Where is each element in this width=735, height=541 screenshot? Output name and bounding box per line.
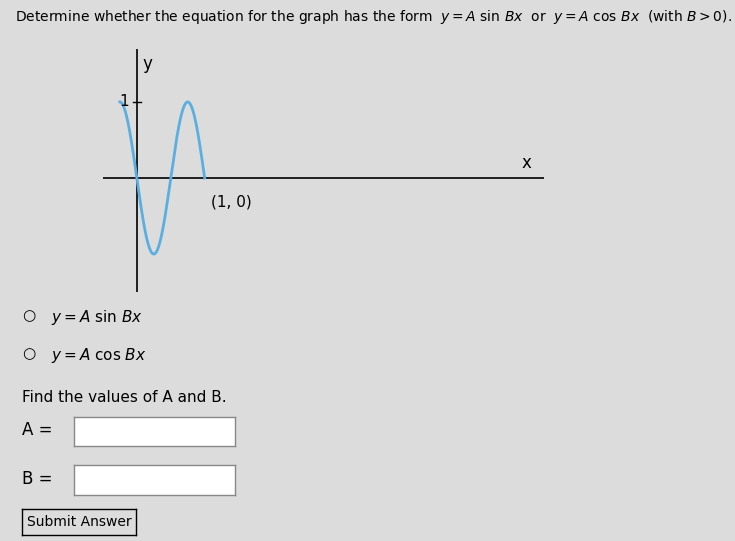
- Text: ○: ○: [22, 346, 35, 361]
- Text: y: y: [143, 55, 152, 73]
- Text: 1: 1: [119, 95, 129, 109]
- Text: (1, 0): (1, 0): [212, 195, 252, 210]
- Text: Submit Answer: Submit Answer: [26, 514, 132, 529]
- Text: x: x: [522, 154, 531, 172]
- Text: ○: ○: [22, 308, 35, 324]
- Text: A =: A =: [22, 421, 52, 439]
- Text: B =: B =: [22, 470, 52, 488]
- Text: Determine whether the equation for the graph has the form  $y = A$ sin $Bx$  or : Determine whether the equation for the g…: [15, 8, 731, 26]
- Text: $y = A$ cos $Bx$: $y = A$ cos $Bx$: [51, 346, 147, 365]
- Text: $y = A$ sin $Bx$: $y = A$ sin $Bx$: [51, 308, 143, 327]
- Text: Find the values of A and B.: Find the values of A and B.: [22, 390, 226, 405]
